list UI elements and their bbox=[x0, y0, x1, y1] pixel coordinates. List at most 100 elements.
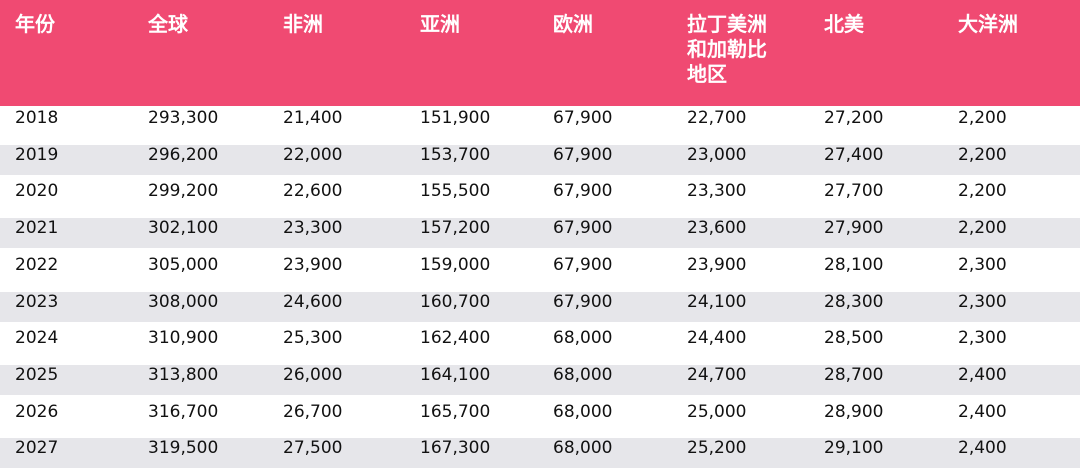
value-cell: 27,500 bbox=[283, 438, 343, 459]
value-cell: 67,900 bbox=[553, 181, 613, 202]
table-row: 2019 296,200 22,000 153,700 67,900 23,000 27,4… bbox=[0, 143, 1080, 179]
value-cell: 159,000 bbox=[420, 254, 491, 275]
value-cell: 2,400 bbox=[958, 438, 1007, 459]
value-cell: 157,200 bbox=[420, 218, 491, 239]
value-cell: 24,400 bbox=[687, 328, 747, 349]
table-row: 2020 299,200 22,600 155,500 67,900 23,300 27,7… bbox=[0, 179, 1080, 215]
year-cell: 2021 bbox=[15, 218, 59, 239]
value-cell: 2,200 bbox=[958, 181, 1007, 202]
value-cell: 28,100 bbox=[824, 254, 884, 275]
value-cell: 296,200 bbox=[148, 144, 219, 165]
value-cell: 28,300 bbox=[824, 291, 884, 312]
value-cell: 27,200 bbox=[824, 108, 884, 128]
table-row: 2027 319,500 27,500 167,300 68,000 25,200 29,1… bbox=[0, 436, 1080, 472]
column-header: 非洲 bbox=[283, 12, 323, 36]
value-cell: 316,700 bbox=[148, 401, 219, 422]
value-cell: 2,200 bbox=[958, 218, 1007, 239]
value-cell: 67,900 bbox=[553, 108, 613, 128]
value-cell: 23,300 bbox=[283, 218, 343, 239]
year-cell: 2027 bbox=[15, 438, 59, 459]
value-cell: 25,200 bbox=[687, 438, 747, 459]
year-cell: 2026 bbox=[15, 401, 59, 422]
year-cell: 2018 bbox=[15, 108, 59, 128]
year-cell: 2022 bbox=[15, 254, 59, 275]
column-header: 亚洲 bbox=[420, 12, 460, 36]
value-cell: 24,700 bbox=[687, 364, 747, 385]
value-cell: 24,600 bbox=[283, 291, 343, 312]
value-cell: 67,900 bbox=[553, 254, 613, 275]
value-cell: 68,000 bbox=[553, 328, 613, 349]
value-cell: 67,900 bbox=[553, 218, 613, 239]
value-cell: 68,000 bbox=[553, 438, 613, 459]
value-cell: 68,000 bbox=[553, 364, 613, 385]
column-header: 欧洲 bbox=[553, 12, 593, 36]
table-row: 2026 316,700 26,700 165,700 68,000 25,000 28,9… bbox=[0, 400, 1080, 436]
year-cell: 2020 bbox=[15, 181, 59, 202]
value-cell: 308,000 bbox=[148, 291, 219, 312]
value-cell: 2,200 bbox=[958, 144, 1007, 165]
value-cell: 299,200 bbox=[148, 181, 219, 202]
value-cell: 67,900 bbox=[553, 291, 613, 312]
value-cell: 68,000 bbox=[553, 401, 613, 422]
value-cell: 2,400 bbox=[958, 401, 1007, 422]
value-cell: 155,500 bbox=[420, 181, 491, 202]
value-cell: 164,100 bbox=[420, 364, 491, 385]
year-cell: 2024 bbox=[15, 328, 59, 349]
column-header: 拉丁美洲和加勒比地区 bbox=[687, 12, 767, 86]
column-header: 年份 bbox=[15, 12, 55, 36]
value-cell: 67,900 bbox=[553, 144, 613, 165]
year-cell: 2019 bbox=[15, 144, 59, 165]
value-cell: 29,100 bbox=[824, 438, 884, 459]
value-cell: 2,300 bbox=[958, 254, 1007, 275]
value-cell: 25,300 bbox=[283, 328, 343, 349]
value-cell: 27,900 bbox=[824, 218, 884, 239]
value-cell: 26,000 bbox=[283, 364, 343, 385]
value-cell: 26,700 bbox=[283, 401, 343, 422]
value-cell: 23,900 bbox=[283, 254, 343, 275]
value-cell: 23,600 bbox=[687, 218, 747, 239]
table-header: 年份 全球 非洲 亚洲 欧洲 拉丁美洲和加勒比地区 北美 大洋洲 bbox=[0, 0, 1080, 106]
value-cell: 22,000 bbox=[283, 144, 343, 165]
year-cell: 2023 bbox=[15, 291, 59, 312]
value-cell: 27,400 bbox=[824, 144, 884, 165]
column-header: 大洋洲 bbox=[958, 12, 1018, 36]
value-cell: 2,400 bbox=[958, 364, 1007, 385]
value-cell: 2,300 bbox=[958, 291, 1007, 312]
value-cell: 27,700 bbox=[824, 181, 884, 202]
value-cell: 162,400 bbox=[420, 328, 491, 349]
year-cell: 2025 bbox=[15, 364, 59, 385]
value-cell: 319,500 bbox=[148, 438, 219, 459]
value-cell: 21,400 bbox=[283, 108, 343, 128]
value-cell: 293,300 bbox=[148, 108, 219, 128]
value-cell: 23,000 bbox=[687, 144, 747, 165]
table-row: 2023 308,000 24,600 160,700 67,900 24,100 28,3… bbox=[0, 290, 1080, 326]
value-cell: 313,800 bbox=[148, 364, 219, 385]
value-cell: 25,000 bbox=[687, 401, 747, 422]
table-row: 2025 313,800 26,000 164,100 68,000 24,700 28,7… bbox=[0, 363, 1080, 399]
value-cell: 23,900 bbox=[687, 254, 747, 275]
value-cell: 22,600 bbox=[283, 181, 343, 202]
value-cell: 153,700 bbox=[420, 144, 491, 165]
value-cell: 24,100 bbox=[687, 291, 747, 312]
value-cell: 2,200 bbox=[958, 108, 1007, 128]
value-cell: 305,000 bbox=[148, 254, 219, 275]
table-row: 2022 305,000 23,900 159,000 67,900 23,900 28,1… bbox=[0, 253, 1080, 289]
value-cell: 165,700 bbox=[420, 401, 491, 422]
table-row: 2021 302,100 23,300 157,200 67,900 23,600 27,9… bbox=[0, 216, 1080, 252]
value-cell: 151,900 bbox=[420, 108, 491, 128]
table-row: 2018 293,300 21,400 151,900 67,900 22,700 27,2… bbox=[0, 106, 1080, 142]
value-cell: 28,900 bbox=[824, 401, 884, 422]
value-cell: 22,700 bbox=[687, 108, 747, 128]
value-cell: 2,300 bbox=[958, 328, 1007, 349]
value-cell: 302,100 bbox=[148, 218, 219, 239]
value-cell: 167,300 bbox=[420, 438, 491, 459]
table-row: 2024 310,900 25,300 162,400 68,000 24,400 28,5… bbox=[0, 326, 1080, 362]
value-cell: 160,700 bbox=[420, 291, 491, 312]
value-cell: 28,500 bbox=[824, 328, 884, 349]
column-header: 全球 bbox=[148, 12, 188, 36]
column-header: 北美 bbox=[824, 12, 864, 36]
value-cell: 310,900 bbox=[148, 328, 219, 349]
value-cell: 28,700 bbox=[824, 364, 884, 385]
value-cell: 23,300 bbox=[687, 181, 747, 202]
